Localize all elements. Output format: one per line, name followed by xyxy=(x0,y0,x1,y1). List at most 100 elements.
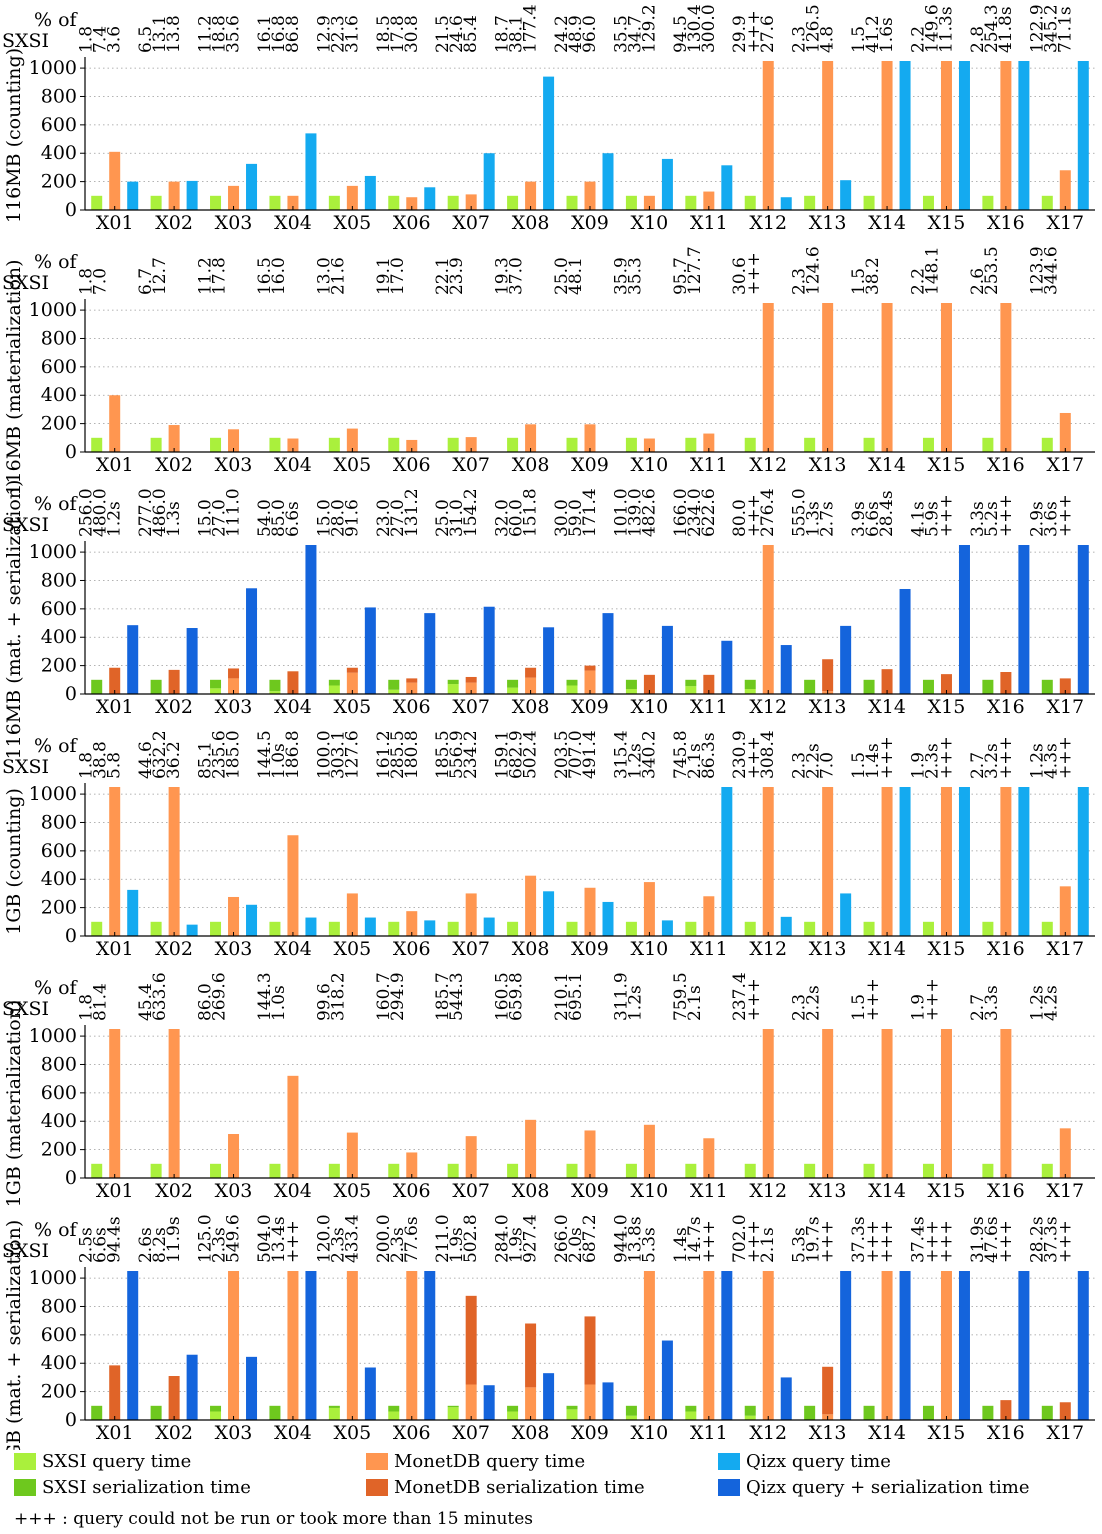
bar-x15-sxsi-query-time xyxy=(922,1163,934,1178)
bar-x10-monetdb-query-time xyxy=(643,438,655,452)
value-label: 161.2 xyxy=(374,730,394,779)
value-label: 15.0 xyxy=(314,499,334,537)
bar-x07-qizx-query-time xyxy=(483,917,495,936)
value-label: 318.2 xyxy=(328,972,348,1021)
bar-x16-sxsi-query-time xyxy=(982,921,994,936)
bar-x03-sxsi-query-time xyxy=(210,1411,222,1420)
bar-x17-sxsi-serialization-time xyxy=(1041,1405,1053,1420)
bar-x12-sxsi-query-time xyxy=(744,195,756,210)
x-tick-label: X04 xyxy=(274,454,312,476)
value-label: 16.5 xyxy=(255,257,275,295)
value-label: +++ xyxy=(936,1220,956,1263)
bar-x08-sxsi-query-time xyxy=(507,687,519,694)
value-label: 486.0 xyxy=(150,488,170,537)
bar-x05-qizx-query-time xyxy=(364,175,376,210)
value-label: 31.9s xyxy=(968,1216,988,1263)
x-tick-label: X12 xyxy=(749,1180,787,1202)
x-tick-label: X11 xyxy=(690,1422,728,1444)
x-tick-label: X06 xyxy=(393,938,431,960)
value-label: 85.4 xyxy=(461,15,481,53)
bar-x03-qizx-query-serialization-time xyxy=(246,1356,258,1420)
bar-x03-qizx-query-serialization-time xyxy=(246,588,258,694)
x-tick-label: X13 xyxy=(809,1180,847,1202)
bar-x02-monetdb-query-time xyxy=(168,181,180,210)
bar-x15-monetdb-query-time xyxy=(940,61,952,210)
value-label: 32.0 xyxy=(493,499,513,537)
bar-x10-sxsi-query-time xyxy=(625,437,637,452)
bar-x03-monetdb-query-time xyxy=(228,185,240,210)
value-label: 2.7 xyxy=(968,752,988,779)
corner-label-line2: SXSI xyxy=(2,1240,49,1262)
value-label: 95.7 xyxy=(671,257,691,295)
corner-label-line1: % of xyxy=(34,493,79,515)
bar-x08-qizx-query-serialization-time xyxy=(543,1373,555,1420)
value-label: 555.0 xyxy=(790,488,810,537)
bar-x11-sxsi-query-time xyxy=(685,921,697,936)
value-label: +++ xyxy=(744,736,764,779)
value-label: 3.6 xyxy=(105,26,125,53)
value-label: 1.2s xyxy=(1027,985,1047,1021)
bar-x06-sxsi-serialization-time xyxy=(388,679,400,690)
bar-x10-monetdb-query-time xyxy=(643,1124,655,1178)
value-label: +++ xyxy=(744,10,764,53)
bar-x15-monetdb-query-time xyxy=(940,303,952,452)
bar-x04-qizx-query-serialization-time xyxy=(305,545,317,694)
bar-x03-sxsi-query-time xyxy=(210,1163,222,1178)
value-label: 37.3s xyxy=(1041,1216,1061,1263)
bar-x12-sxsi-serialization-time xyxy=(744,1405,756,1416)
value-label: 200.0 xyxy=(374,1214,394,1263)
value-label: 12.9 xyxy=(314,15,334,53)
y-tick-label: 800 xyxy=(41,569,77,591)
bar-x09-monetdb-query-time xyxy=(584,1384,596,1420)
bar-x17-sxsi-query-time xyxy=(1041,195,1053,210)
y-axis-label: 116MB (mat. + serialization) xyxy=(3,480,25,760)
bar-x07-monetdb-query-time xyxy=(465,437,477,452)
value-label: 27.0 xyxy=(388,499,408,537)
value-label: 254.3 xyxy=(982,4,1002,53)
bar-x08-qizx-query-time xyxy=(543,891,555,936)
value-label: 21.5 xyxy=(433,15,453,53)
bar-x17-monetdb-query-time xyxy=(1059,1128,1071,1178)
value-label: 682.9 xyxy=(507,730,527,779)
y-tick-label: 400 xyxy=(41,384,77,406)
value-label: 300.0 xyxy=(699,4,719,53)
bar-x04-sxsi-query-time xyxy=(269,691,281,694)
value-label: 2.5s xyxy=(77,1227,97,1263)
x-tick-label: X14 xyxy=(868,454,906,476)
bar-x13-sxsi-serialization-time xyxy=(804,1405,816,1420)
value-label: 1.0s xyxy=(269,985,289,1021)
value-label: 1.2s xyxy=(625,743,645,779)
value-label: 129.2 xyxy=(639,4,659,53)
value-label: 48.1 xyxy=(566,257,586,295)
bar-x01-monetdb-query-time xyxy=(109,395,121,452)
x-tick-label: X10 xyxy=(631,1422,669,1444)
value-label: 86.0 xyxy=(196,983,216,1021)
bar-x12-qizx-query-serialization-time xyxy=(780,1377,792,1420)
value-label: 127.6 xyxy=(342,730,362,779)
bar-x15-monetdb-query-time xyxy=(940,787,952,936)
value-label: 944.0 xyxy=(611,1214,631,1263)
legend-label-sxsi-serialization: SXSI serialization time xyxy=(42,1477,251,1498)
value-label: 19.7s xyxy=(804,1216,824,1263)
legend-label-monetdb-query: MonetDB query time xyxy=(394,1451,586,1472)
x-tick-label: X07 xyxy=(452,938,490,960)
x-tick-label: X06 xyxy=(393,1422,431,1444)
x-tick-label: X14 xyxy=(868,1422,906,1444)
legend-label-sxsi-query: SXSI query time xyxy=(42,1451,192,1472)
y-tick-label: 200 xyxy=(41,413,77,435)
value-label: 2.2s xyxy=(804,743,824,779)
bar-x14-sxsi-query-time xyxy=(863,1163,875,1178)
x-tick-label: X05 xyxy=(334,938,372,960)
x-tick-label: X02 xyxy=(155,696,193,718)
bar-x16-sxsi-query-time xyxy=(982,1163,994,1178)
value-label: 1.5 xyxy=(849,752,869,779)
bar-x16-monetdb-query-time xyxy=(1000,303,1012,452)
value-label: 294.9 xyxy=(388,972,408,1021)
bar-x05-sxsi-serialization-time xyxy=(328,679,340,686)
value-label: 38.1 xyxy=(507,15,527,53)
x-tick-label: X15 xyxy=(928,212,966,234)
value-label: +++ xyxy=(1055,1220,1075,1263)
bar-x07-qizx-query-serialization-time xyxy=(483,606,495,694)
bar-x09-sxsi-serialization-time xyxy=(566,1405,578,1410)
